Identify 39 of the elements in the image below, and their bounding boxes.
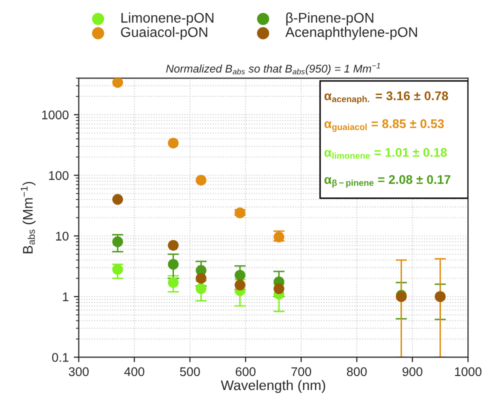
annotation: α$_{limonene}$ = 1.01 ± 0.18: [324, 148, 447, 159]
point: [234, 270, 246, 281]
chart-subtitle: Normalized B$_{abs}$ so that B$_{abs}$(950) = 1 Mm$^{−1}$: [166, 63, 380, 75]
legend-label: β-Pinene-pON: [286, 12, 374, 26]
legend-label: Guaiacol-pON: [121, 26, 208, 40]
point: [168, 277, 179, 288]
point: [274, 283, 284, 294]
y-tick-label: 1: [63, 292, 68, 302]
y-tick-label: 100: [49, 171, 69, 180]
point: [112, 264, 124, 275]
annotation: α$_{acenaph.}$ = 3.16 ± 0.78: [324, 91, 448, 104]
x-tick-label: 500: [180, 367, 200, 376]
point: [196, 283, 206, 294]
y-tick-label: 1000: [42, 110, 69, 120]
x-tick-label: 1000: [455, 367, 482, 376]
legend-label: Limonene-pON: [121, 12, 214, 26]
point: [112, 194, 124, 205]
point: [196, 174, 206, 186]
x-tick-label: 700: [291, 367, 312, 376]
point: [112, 78, 124, 88]
annotation: α$_{guaiacol}$ = 8.85 ± 0.53: [324, 119, 444, 132]
x-tick-label: 600: [236, 367, 256, 376]
y-axis-title: B$_{abs}$ (Mm$^{−1}$): [20, 182, 36, 254]
x-tick-label: 800: [346, 367, 367, 376]
point: [234, 280, 246, 290]
x-tick-label: 400: [124, 367, 144, 376]
x-tick-label: 900: [402, 367, 422, 376]
legend-label: Acenaphthylene-pON: [285, 26, 417, 40]
annotation: α$_{β−pinene}$ = 2.08 ± 0.17: [324, 175, 450, 188]
point: [112, 236, 124, 248]
point: [234, 208, 246, 218]
point: [196, 272, 206, 284]
x-tick-label: 300: [68, 367, 89, 376]
x-axis-title: Wavelength (nm): [220, 380, 326, 393]
point: [168, 240, 179, 251]
y-tick-label: 10: [56, 232, 69, 241]
y-tick-label: 0.1: [52, 353, 68, 362]
point: [168, 258, 179, 270]
point: [168, 138, 179, 148]
